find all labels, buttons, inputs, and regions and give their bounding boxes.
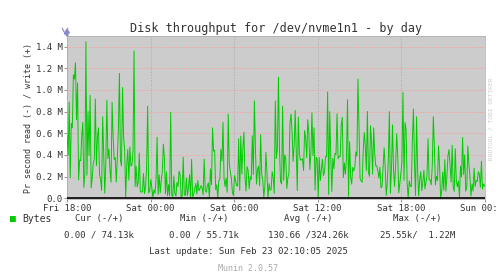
Text: 130.66 /324.26k: 130.66 /324.26k: [268, 231, 348, 240]
Text: 0.00 / 55.71k: 0.00 / 55.71k: [169, 231, 239, 240]
Text: RRDTOOL / TOBI OETIKER: RRDTOOL / TOBI OETIKER: [488, 77, 493, 160]
Text: Avg (-/+): Avg (-/+): [284, 214, 332, 223]
Text: Min (-/+): Min (-/+): [179, 214, 228, 223]
Text: Munin 2.0.57: Munin 2.0.57: [219, 265, 278, 273]
Text: Bytes: Bytes: [22, 214, 52, 224]
Text: 0.00 / 74.13k: 0.00 / 74.13k: [65, 231, 134, 240]
Text: 25.55k/  1.22M: 25.55k/ 1.22M: [380, 231, 455, 240]
Text: Cur (-/+): Cur (-/+): [75, 214, 124, 223]
Text: Max (-/+): Max (-/+): [393, 214, 442, 223]
Y-axis label: Pr second read (-) / write (+): Pr second read (-) / write (+): [24, 43, 33, 192]
Text: Last update: Sun Feb 23 02:10:05 2025: Last update: Sun Feb 23 02:10:05 2025: [149, 247, 348, 256]
Title: Disk throughput for /dev/nvme1n1 - by day: Disk throughput for /dev/nvme1n1 - by da…: [130, 21, 422, 35]
Text: ■: ■: [10, 214, 16, 224]
